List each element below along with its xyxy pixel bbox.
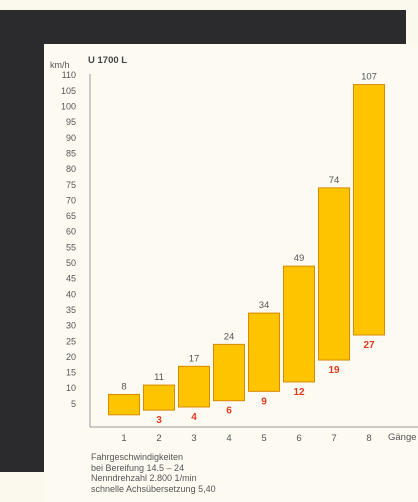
y-tick-label: 20 bbox=[66, 352, 76, 362]
note-title: Fahrgeschwindigkeiten bbox=[91, 452, 184, 462]
y-tick-label: 35 bbox=[66, 305, 76, 315]
x-tick-label: 5 bbox=[261, 433, 266, 444]
y-tick-label: 95 bbox=[66, 117, 76, 127]
y-tick-label: 110 bbox=[62, 70, 76, 80]
bar-top-label: 8 bbox=[121, 381, 126, 392]
bar-bottom-label: 3 bbox=[156, 415, 162, 426]
y-tick-label: 55 bbox=[66, 242, 76, 252]
bar-bottom-label: 27 bbox=[363, 340, 375, 351]
bar-gear-5 bbox=[248, 312, 280, 392]
note-rpm: Nenndrehzahl 2.800 1/min bbox=[91, 473, 197, 483]
bar-gear-8 bbox=[353, 84, 385, 336]
chart-notes: Fahrgeschwindigkeiten bei Bereifung 14.5… bbox=[91, 452, 391, 494]
bar-gear-7 bbox=[318, 187, 350, 361]
y-tick-label: 90 bbox=[66, 133, 76, 143]
chart-title: U 1700 L bbox=[88, 55, 127, 66]
bar-top-label: 24 bbox=[224, 331, 235, 342]
bar-bottom-label: 6 bbox=[226, 406, 232, 417]
y-tick-label: 40 bbox=[66, 289, 76, 299]
x-axis-label: Gänge bbox=[388, 432, 417, 443]
x-tick-label: 4 bbox=[226, 433, 231, 444]
y-tick-label: 15 bbox=[66, 368, 76, 378]
y-tick-label: 105 bbox=[61, 86, 76, 96]
x-tick-labels: 1 2 3 4 5 6 7 8 bbox=[121, 433, 371, 444]
bar-gear-1 bbox=[108, 393, 140, 416]
y-tick-label: 25 bbox=[66, 336, 76, 346]
y-tick-label: 70 bbox=[66, 195, 76, 205]
bar-gear-4 bbox=[213, 343, 245, 402]
bar-top-label: 11 bbox=[154, 372, 164, 383]
y-tick-labels: 5 10 15 20 25 30 35 40 45 50 55 60 65 70 75 80 85 90 95 100… bbox=[61, 70, 76, 409]
y-axis-unit: km/h bbox=[50, 60, 70, 70]
note-tires: bei Bereifung 14.5 – 24 bbox=[91, 462, 185, 473]
y-tick-label: 50 bbox=[66, 258, 76, 268]
x-tick-label: 6 bbox=[296, 433, 301, 444]
y-tick-label: 65 bbox=[66, 211, 76, 221]
bar-top-label: 74 bbox=[329, 175, 340, 186]
y-tick-label: 80 bbox=[66, 164, 76, 174]
y-tick-label: 5 bbox=[71, 399, 76, 409]
bar-gear-2 bbox=[143, 384, 175, 411]
y-tick-label: 10 bbox=[66, 383, 76, 393]
x-tick-label: 2 bbox=[156, 433, 161, 444]
bar-series: 8 11 3 17 4 24 6 34 9 49 12 74 19 107 27 bbox=[108, 72, 385, 426]
y-tick-label: 85 bbox=[66, 148, 76, 158]
x-tick-label: 1 bbox=[121, 433, 126, 444]
bar-top-label: 34 bbox=[259, 300, 270, 311]
bar-gear-3 bbox=[178, 365, 210, 408]
bar-bottom-label: 12 bbox=[293, 387, 305, 398]
x-tick-label: 7 bbox=[331, 433, 336, 444]
bar-bottom-label: 4 bbox=[191, 412, 197, 423]
bar-bottom-label: 19 bbox=[328, 365, 340, 376]
y-tick-label: 60 bbox=[66, 227, 76, 237]
note-axle-ratio: schnelle Achsübersetzung 5,40 bbox=[91, 483, 216, 494]
bar-top-label: 17 bbox=[189, 353, 200, 364]
bar-top-label: 49 bbox=[294, 253, 305, 264]
y-tick-label: 100 bbox=[61, 102, 76, 112]
y-tick-label: 75 bbox=[66, 180, 76, 190]
x-tick-label: 3 bbox=[191, 433, 196, 444]
bar-gear-6 bbox=[283, 265, 315, 383]
bar-bottom-label: 9 bbox=[261, 396, 267, 407]
y-tick-label: 45 bbox=[66, 274, 76, 284]
bar-top-label: 107 bbox=[361, 72, 377, 83]
y-tick-label: 30 bbox=[66, 321, 76, 331]
x-tick-label: 8 bbox=[366, 433, 371, 444]
